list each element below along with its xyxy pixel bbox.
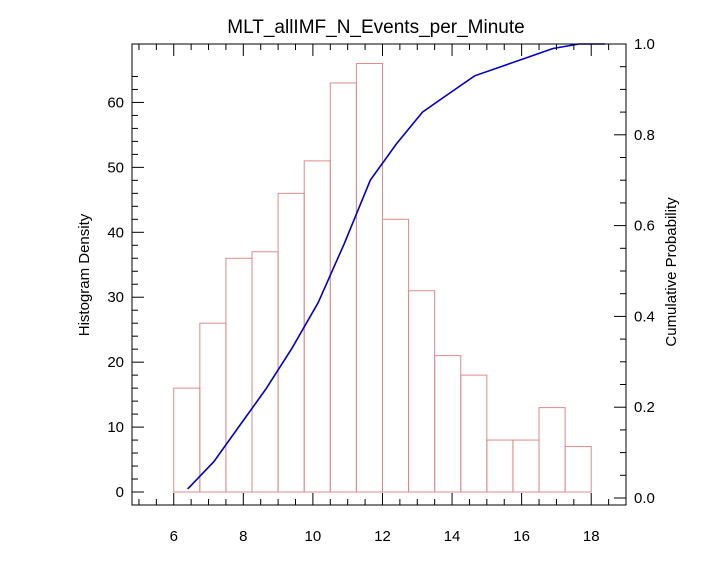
plot-border: [131, 43, 627, 506]
y-tick-label: 30: [107, 289, 124, 306]
histogram-bar: [408, 290, 436, 493]
histogram-bar: [303, 160, 331, 493]
y2-tick-label: 0.8: [634, 127, 655, 144]
histogram-bar: [173, 387, 201, 493]
x-tick-label: 12: [374, 528, 391, 545]
histogram-bar: [512, 439, 540, 493]
y-axis-label: Histogram Density: [76, 213, 93, 336]
histogram-bar: [381, 218, 410, 493]
chart-title: MLT_allIMF_N_Events_per_Minute: [227, 17, 524, 38]
y-tick-label: 50: [107, 159, 124, 176]
x-tick-label: 14: [444, 528, 461, 545]
x-tick-label: 8: [239, 528, 247, 545]
x-tick-label: 18: [583, 528, 600, 545]
histogram-bar: [460, 374, 488, 493]
plot-frame: [131, 43, 627, 506]
cumulative-line-group: [187, 43, 606, 490]
histogram-bar: [538, 407, 566, 493]
cumulative-line: [187, 43, 606, 490]
histogram-bar: [434, 355, 462, 493]
histogram-bars: [173, 62, 592, 493]
y2-axis-label: Cumulative Probability: [663, 197, 680, 347]
x-tick-label: 16: [513, 528, 530, 545]
y-tick-label: 40: [107, 224, 124, 241]
histogram-bar: [199, 322, 227, 493]
histogram-bar: [251, 251, 279, 493]
x-tick-label: 10: [305, 528, 322, 545]
y2-tick-label: 0.4: [634, 308, 655, 325]
y-tick-label: 20: [107, 354, 124, 371]
y-tick-label: 60: [107, 94, 124, 111]
y-axis-ticks: 0 10 20 30 40 50 60: [107, 75, 144, 501]
y2-tick-label: 0.0: [634, 490, 655, 507]
histogram-bar: [564, 446, 592, 493]
y2-tick-label: 1.0: [634, 36, 655, 53]
histogram-bar: [355, 62, 383, 493]
histogram-bar: [486, 439, 514, 493]
y2-tick-label: 0.2: [634, 399, 655, 416]
y-tick-label: 10: [107, 419, 124, 436]
y2-tick-label: 0.6: [634, 218, 655, 235]
x-tick-label: 6: [170, 528, 178, 545]
histogram-bar: [225, 257, 253, 493]
y-tick-label: 0: [116, 484, 124, 501]
histogram-bar: [329, 82, 357, 493]
x-axis-ticks: 6 8 10 12 14 16 18: [138, 44, 610, 545]
y2-axis-ticks: 0.0 0.2 0.4 0.6 0.8 1.0: [614, 36, 655, 507]
histogram-bar: [277, 192, 305, 493]
